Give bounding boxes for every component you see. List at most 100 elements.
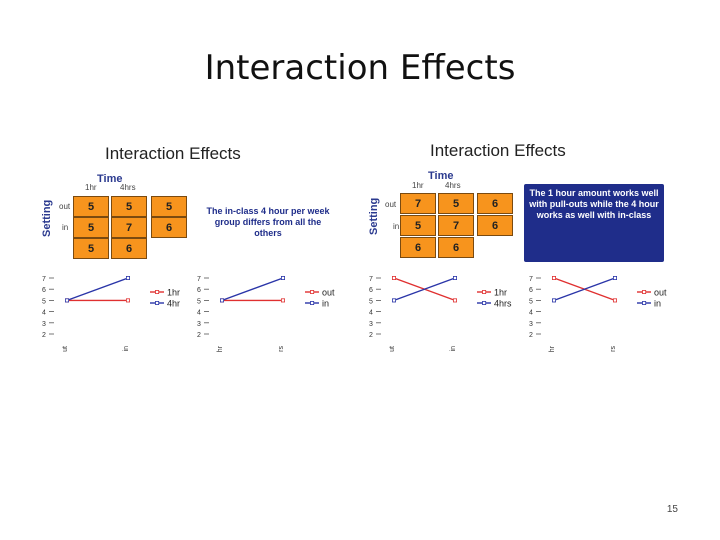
data-point [453, 276, 458, 281]
y-tick-label: 6 [42, 287, 46, 294]
legend-label: 1hr [167, 288, 180, 298]
panel-heading: Interaction Effects [430, 141, 566, 160]
x-tick-label: in [123, 346, 130, 352]
y-tick-label: 5 [529, 298, 533, 305]
cell-mean-4hrs: 6 [111, 238, 147, 259]
cell-mean-4hrs: 6 [438, 237, 474, 258]
row-header-in: in [62, 223, 69, 232]
y-tick-label: 5 [197, 298, 201, 305]
data-point [281, 298, 286, 303]
y-tick-label: 4 [197, 310, 201, 317]
data-point [219, 298, 224, 303]
interpretation-note: The in-class 4 hour per week group diffe… [206, 206, 330, 238]
y-tick-label: 5 [369, 298, 373, 305]
legend-marker [155, 300, 160, 305]
y-tick-label: 4 [42, 310, 46, 317]
x-tick-label: 4hrs [278, 346, 285, 352]
legend-label: out [322, 288, 335, 298]
legend-marker [482, 289, 487, 294]
series-line-4hrs [66, 277, 129, 302]
cell-in-4hrs: 7 [111, 217, 147, 238]
left-panel: Interaction Effects Time Setting 1hr 4hr… [35, 140, 360, 355]
x-tick-label: out [389, 346, 396, 352]
y-tick-label: 3 [197, 321, 201, 328]
row-header-out: out [59, 202, 71, 211]
cell-out-4hrs: 5 [111, 196, 147, 217]
cell-in-mean: 6 [477, 215, 513, 236]
y-tick-label: 7 [197, 276, 201, 283]
setting-label: Setting [41, 199, 53, 237]
x-tick-label: in [450, 346, 457, 352]
legend-marker [310, 300, 315, 305]
x-tick-label: out [62, 346, 69, 352]
right-panel: Interaction Effects Time Setting 1hr 4hr… [360, 140, 685, 355]
y-tick-label: 2 [529, 332, 533, 339]
interpretation-note: The 1 hour amount works well with pull-o… [524, 184, 664, 262]
y-tick-label: 6 [369, 287, 373, 294]
y-tick-label: 2 [197, 332, 201, 339]
y-tick-label: 6 [529, 287, 533, 294]
y-tick-label: 3 [529, 321, 533, 328]
legend-marker [155, 289, 160, 294]
series-line-in [221, 277, 284, 302]
data-point [126, 276, 131, 281]
cell-out-1hr: 5 [73, 196, 109, 217]
panel-heading: Interaction Effects [105, 144, 241, 163]
legend-marker [642, 300, 647, 305]
cell-out-mean: 5 [151, 196, 187, 217]
x-tick-label: 4hrs [610, 346, 617, 352]
legend-label: in [654, 299, 661, 309]
data-point [613, 276, 618, 281]
col-header-4hrs: 4hrs [120, 183, 136, 192]
cell-in-1hr: 5 [73, 217, 109, 238]
y-tick-label: 5 [42, 298, 46, 305]
data-point [453, 298, 458, 303]
x-tick-label: 1hr [549, 345, 556, 352]
data-point [391, 298, 396, 303]
y-tick-label: 7 [529, 276, 533, 283]
legend-label: 1hr [494, 288, 507, 298]
y-tick-label: 3 [42, 321, 46, 328]
time-label: Time [97, 173, 123, 185]
series-line-4hrs [393, 277, 456, 302]
legend-label: in [322, 299, 329, 309]
cell-mean-1hr: 6 [400, 237, 436, 258]
cell-in-4hrs: 7 [438, 215, 474, 236]
data-point [551, 276, 556, 281]
data-point [126, 298, 131, 303]
data-point [551, 298, 556, 303]
data-point [281, 276, 286, 281]
legend-label: 4hrs [167, 299, 180, 309]
row-header-out: out [385, 200, 397, 209]
setting-label: Setting [368, 197, 380, 235]
cell-mean-1hr: 5 [73, 238, 109, 259]
row-header-in: in [393, 222, 400, 231]
x-tick-label: 1hr [217, 345, 224, 352]
col-header-4hrs: 4hrs [445, 181, 461, 190]
cell-in-1hr: 5 [400, 215, 436, 236]
series-line-in [553, 277, 616, 302]
y-tick-label: 4 [369, 310, 373, 317]
data-point [391, 276, 396, 281]
y-tick-label: 2 [369, 332, 373, 339]
slide-title: Interaction Effects [204, 48, 516, 88]
y-tick-label: 3 [369, 321, 373, 328]
y-tick-label: 7 [42, 276, 46, 283]
cell-out-mean: 6 [477, 193, 513, 214]
y-tick-label: 2 [42, 332, 46, 339]
y-tick-label: 7 [369, 276, 373, 283]
cell-out-1hr: 7 [400, 193, 436, 214]
data-point [64, 298, 69, 303]
page-number: 15 [666, 504, 678, 515]
legend-label: out [654, 288, 667, 298]
legend-marker [642, 289, 647, 294]
col-header-1hr: 1hr [412, 181, 424, 190]
legend-label: 4hrs [494, 299, 512, 309]
legend-marker [310, 289, 315, 294]
cell-out-4hrs: 5 [438, 193, 474, 214]
data-point [613, 298, 618, 303]
